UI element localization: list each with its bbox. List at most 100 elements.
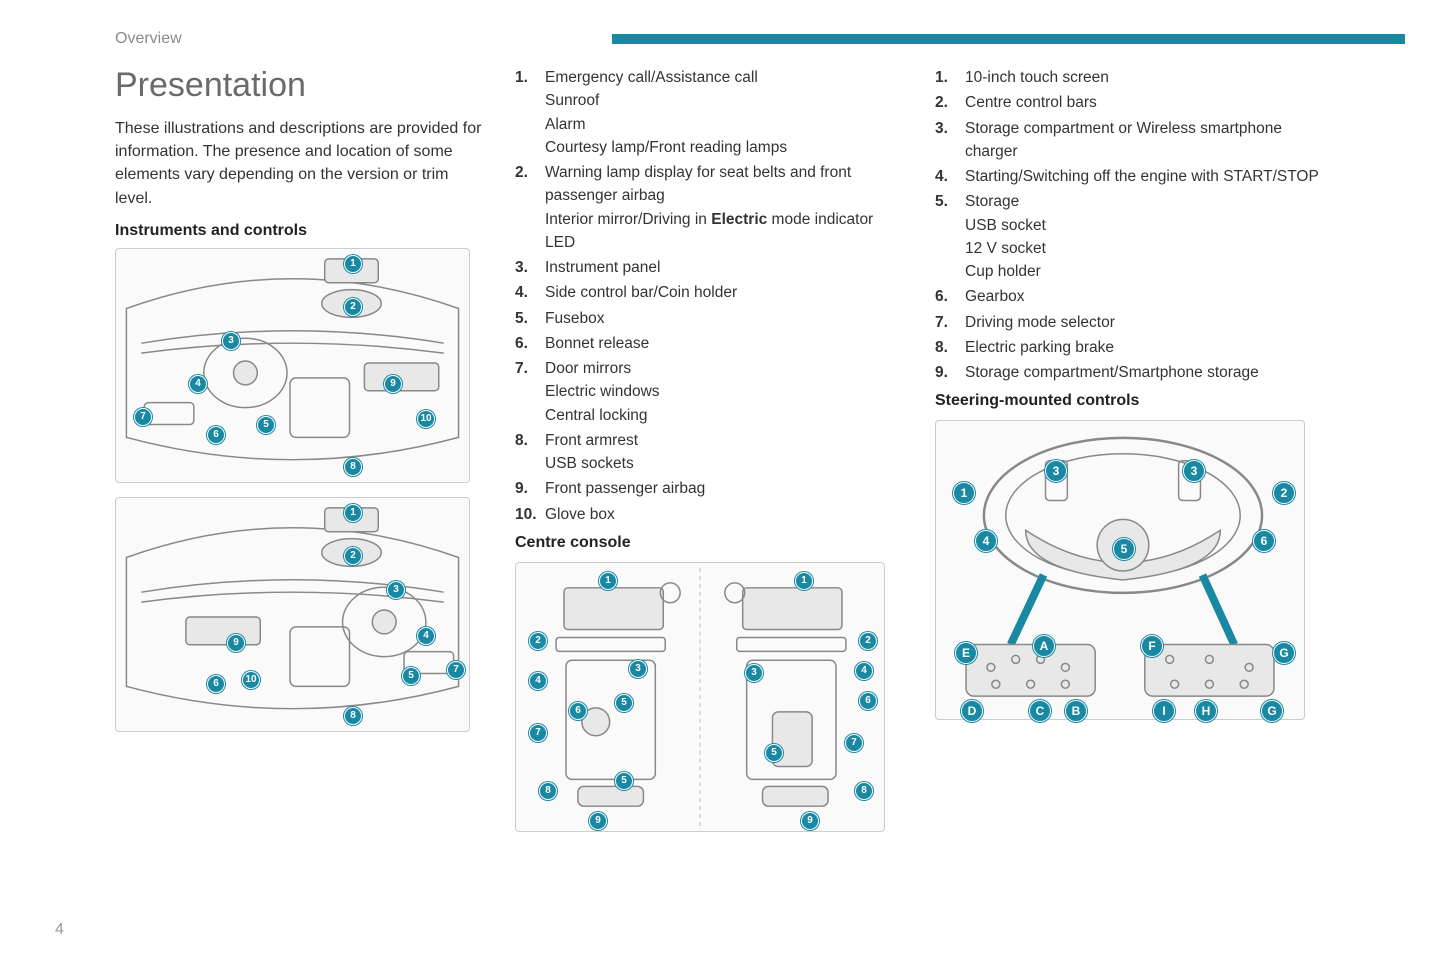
diagram-callout: 3 [629,660,647,678]
diagram-callout: 6 [569,702,587,720]
diagram-callout: 1 [344,504,362,522]
column-middle: 1.Emergency call/Assistance callSunroofA… [515,66,905,832]
diagram-callout: 2 [344,298,362,316]
list-item: 5.Fusebox [515,307,905,330]
diagram-callout: 6 [859,692,877,710]
diagram-callout: B [1065,700,1087,722]
list-item: 1.10-inch touch screen [935,66,1335,89]
header-accent-bar [612,34,1405,44]
list-number: 1. [935,66,965,89]
list-text: Storage compartment/Smartphone storage [965,361,1335,384]
diagram-callout: 2 [529,632,547,650]
diagram-callout: 8 [344,458,362,476]
diagram-callout: 7 [447,661,465,679]
diagram-callout: H [1195,700,1217,722]
centre-console-heading: Centre console [515,534,905,552]
diagram-callout: A [1033,635,1055,657]
list-text: Driving mode selector [965,311,1335,334]
list-number: 5. [935,190,965,283]
diagram-callout: 8 [855,782,873,800]
diagram-callout: 3 [1045,460,1067,482]
list-number: 6. [515,332,545,355]
list-number: 7. [515,357,545,427]
list-item: 9.Storage compartment/Smartphone storage [935,361,1335,384]
page-number: 4 [55,921,64,939]
list-number: 9. [515,477,545,500]
list-item: 6.Bonnet release [515,332,905,355]
list-text: Emergency call/Assistance callSunroofAla… [545,66,905,159]
list-text: Starting/Switching off the engine with S… [965,165,1335,188]
list-number: 4. [515,281,545,304]
list-number: 5. [515,307,545,330]
diagram-callout: 9 [384,375,402,393]
list-item: 1.Emergency call/Assistance callSunroofA… [515,66,905,159]
centre-console-diagram: 1234556789123456789 [515,562,885,832]
diagram-callout: 4 [975,530,997,552]
diagram-callout: E [955,642,977,664]
diagram-callout: 6 [1253,530,1275,552]
list-text: Side control bar/Coin holder [545,281,905,304]
diagram-callout: C [1029,700,1051,722]
list-text: Warning lamp display for seat belts and … [545,161,905,254]
diagram-callout: 5 [257,416,275,434]
instruments-heading: Instruments and controls [115,222,485,240]
diagram-callout: 4 [529,672,547,690]
dashboard-diagram-1: 12345678910 [115,248,470,483]
list-text: Storage compartment or Wireless smartpho… [965,117,1335,164]
diagram-callout: 1 [795,572,813,590]
list-text: Glove box [545,503,905,526]
dashboard-diagram-2: 12345678910 [115,497,470,732]
centre-console-list: 1.10-inch touch screen2.Centre control b… [935,66,1335,384]
list-number: 9. [935,361,965,384]
diagram-callout: I [1153,700,1175,722]
list-item: 7.Door mirrorsElectric windowsCentral lo… [515,357,905,427]
diagram-callout: 7 [134,408,152,426]
list-item: 2.Centre control bars [935,91,1335,114]
diagram-callout: 6 [207,675,225,693]
list-number: 3. [515,256,545,279]
list-number: 4. [935,165,965,188]
diagram-callout: 1 [344,255,362,273]
diagram-callout: F [1141,635,1163,657]
diagram-callout: D [961,700,983,722]
list-text: Gearbox [965,285,1335,308]
diagram-callout: 8 [539,782,557,800]
list-text: StorageUSB socket12 V socketCup holder [965,190,1335,283]
steering-heading: Steering-mounted controls [935,392,1335,410]
list-number: 2. [935,91,965,114]
diagram-callout: 2 [859,632,877,650]
list-number: 8. [935,336,965,359]
list-text: Front passenger airbag [545,477,905,500]
list-text: Front armrestUSB sockets [545,429,905,476]
diagram-callout: 4 [855,662,873,680]
list-text: 10-inch touch screen [965,66,1335,89]
diagram-callout: 10 [417,410,435,428]
list-item: 8.Electric parking brake [935,336,1335,359]
list-text: Door mirrorsElectric windowsCentral lock… [545,357,905,427]
diagram-callout: G [1261,700,1283,722]
diagram-callout: 10 [242,671,260,689]
list-number: 6. [935,285,965,308]
diagram-callout: 8 [344,707,362,725]
list-item: 4.Side control bar/Coin holder [515,281,905,304]
diagram-callout: G [1273,642,1295,664]
list-number: 10. [515,503,545,526]
column-right: 1.10-inch touch screen2.Centre control b… [935,66,1335,832]
list-number: 7. [935,311,965,334]
list-item: 10.Glove box [515,503,905,526]
diagram-callout: 5 [1113,538,1135,560]
diagram-callout: 3 [745,664,763,682]
steering-diagram: 1233456ABCDEFGGHI [935,420,1305,720]
list-text: Instrument panel [545,256,905,279]
diagram-callout: 4 [417,627,435,645]
diagram-callout: 9 [227,634,245,652]
diagram-callout: 7 [845,734,863,752]
diagram-callout: 9 [589,812,607,830]
diagram-callout: 5 [765,744,783,762]
instruments-list: 1.Emergency call/Assistance callSunroofA… [515,66,905,526]
page-title: Presentation [115,66,485,105]
diagram-callout: 5 [402,667,420,685]
intro-paragraph: These illustrations and descriptions are… [115,117,485,210]
diagram-callout: 2 [344,547,362,565]
list-text: Centre control bars [965,91,1335,114]
